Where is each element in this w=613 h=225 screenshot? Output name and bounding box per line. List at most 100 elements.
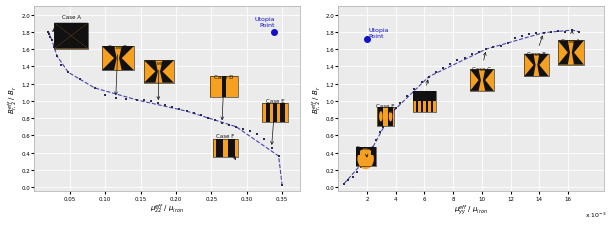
Ellipse shape <box>379 112 383 122</box>
Bar <box>356 148 376 166</box>
Point <box>438 67 448 70</box>
Bar <box>416 101 418 112</box>
Point <box>424 76 433 79</box>
Point <box>224 124 234 127</box>
Point <box>147 99 156 103</box>
Bar <box>421 101 424 112</box>
Point <box>75 78 85 82</box>
Point <box>52 55 62 58</box>
Point <box>546 31 556 34</box>
Point <box>402 94 412 98</box>
Point <box>531 32 541 35</box>
Point <box>395 102 405 106</box>
Bar <box>425 101 428 112</box>
Polygon shape <box>114 47 122 71</box>
Point <box>63 71 73 75</box>
Point <box>496 45 506 48</box>
Bar <box>213 140 238 158</box>
Point <box>153 102 163 105</box>
Ellipse shape <box>357 149 374 169</box>
Text: Case B: Case B <box>109 45 128 95</box>
Point <box>574 31 584 34</box>
Point <box>111 97 121 101</box>
Point <box>181 110 191 113</box>
Bar <box>273 103 277 122</box>
Point <box>362 38 372 41</box>
X-axis label: $\mu_{yy}^{eff}$ / $\mu_{iron}$: $\mu_{yy}^{eff}$ / $\mu_{iron}$ <box>454 202 488 216</box>
Point <box>238 127 248 131</box>
Bar <box>265 103 270 122</box>
Point <box>356 166 366 169</box>
Bar <box>210 76 238 98</box>
Text: Utopia
Point: Utopia Point <box>368 28 389 39</box>
Text: Case E: Case E <box>376 103 395 113</box>
Bar <box>222 76 226 98</box>
Point <box>387 112 397 115</box>
Bar <box>413 92 436 101</box>
Polygon shape <box>470 70 493 92</box>
Bar <box>102 47 134 71</box>
Text: Utopia
Point: Utopia Point <box>254 17 275 27</box>
Bar <box>144 61 174 83</box>
Bar <box>558 41 584 65</box>
Bar <box>54 24 88 50</box>
Text: Case C: Case C <box>150 60 169 100</box>
Point <box>44 34 54 37</box>
Point <box>44 31 53 34</box>
Point <box>481 48 491 52</box>
Bar <box>524 55 549 77</box>
Bar <box>413 92 436 112</box>
Point <box>446 63 455 66</box>
Point <box>391 106 401 110</box>
Point <box>359 161 369 165</box>
Point <box>121 98 131 101</box>
Point <box>367 148 376 151</box>
Point <box>409 88 419 91</box>
Bar <box>356 148 376 166</box>
Polygon shape <box>533 55 539 77</box>
Bar <box>280 103 284 122</box>
Point <box>253 132 262 136</box>
Bar <box>414 102 435 112</box>
Text: Case C: Case C <box>473 53 492 71</box>
Text: Case E: Case E <box>266 99 284 145</box>
Point <box>210 119 220 122</box>
Bar <box>470 70 493 92</box>
Point <box>553 30 563 34</box>
Bar <box>377 107 394 126</box>
Polygon shape <box>144 61 174 83</box>
Text: Case D: Case D <box>415 81 434 96</box>
Polygon shape <box>54 24 71 50</box>
Bar <box>430 101 433 112</box>
Point <box>375 130 385 134</box>
Point <box>267 146 276 150</box>
Polygon shape <box>568 41 574 65</box>
Text: Case A: Case A <box>53 15 81 32</box>
Point <box>139 99 149 103</box>
Point <box>467 53 477 57</box>
Point <box>362 156 372 160</box>
Ellipse shape <box>389 112 392 122</box>
Point <box>431 71 441 75</box>
X-axis label: $\mu_{22}^{eff}$ / $\mu_{iron}$: $\mu_{22}^{eff}$ / $\mu_{iron}$ <box>150 202 184 215</box>
Point <box>510 37 520 40</box>
Point <box>539 32 549 35</box>
Point <box>47 39 57 43</box>
Point <box>203 116 213 120</box>
Point <box>460 57 470 60</box>
Polygon shape <box>54 36 88 50</box>
Point <box>196 114 205 118</box>
Point <box>452 59 462 63</box>
Bar <box>54 24 88 50</box>
Bar <box>262 103 288 122</box>
Point <box>503 42 512 46</box>
Polygon shape <box>54 24 88 36</box>
Bar <box>416 101 418 112</box>
Polygon shape <box>102 47 134 71</box>
Bar <box>229 140 235 158</box>
Y-axis label: $B_{r,2}^{eff}$ / $B_r$: $B_{r,2}^{eff}$ / $B_r$ <box>7 85 20 113</box>
Text: Case D: Case D <box>215 75 234 120</box>
Polygon shape <box>558 41 584 65</box>
Bar <box>425 101 428 112</box>
Point <box>161 104 170 108</box>
